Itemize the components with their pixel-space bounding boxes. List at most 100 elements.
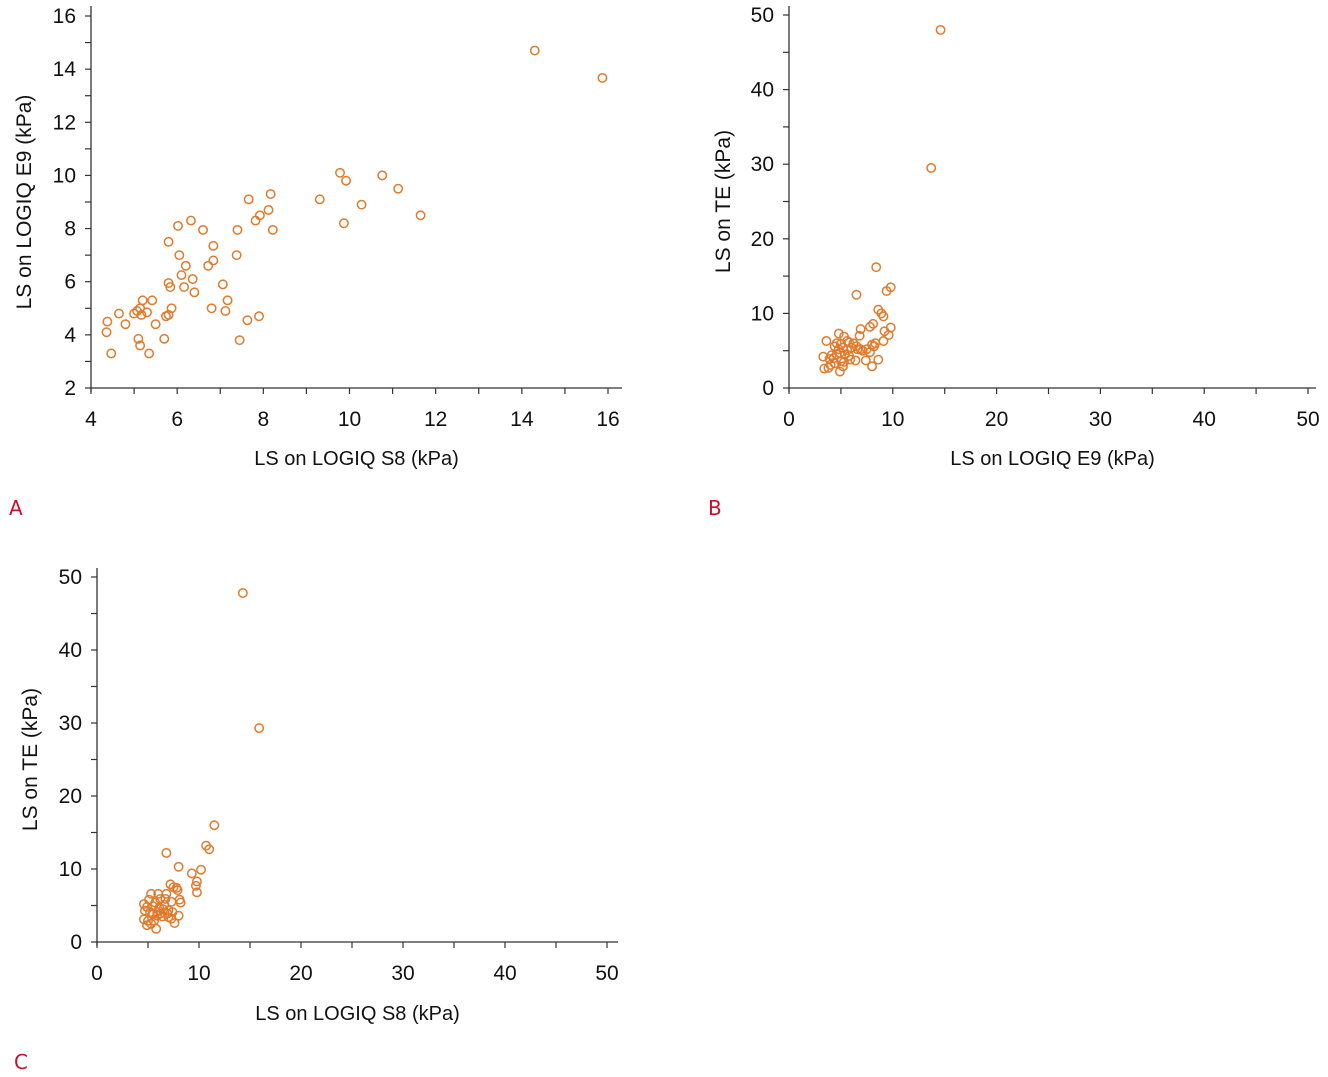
data-point: [851, 289, 862, 300]
data-point: [144, 348, 155, 359]
data-point: [254, 723, 265, 734]
y-tick-label: 40: [751, 79, 774, 102]
data-point: [254, 311, 264, 322]
data-point: [821, 336, 832, 346]
data-point: [133, 333, 144, 344]
data-point: [861, 344, 872, 355]
x-tick-label: 30: [1089, 408, 1112, 431]
data-point: [314, 194, 325, 205]
data-point: [868, 318, 879, 329]
y-tick-label: 20: [59, 785, 82, 808]
data-point: [186, 868, 197, 879]
data-point: [147, 295, 158, 306]
panel-b: 0 10 20 30 40 50 0 10 20 30 40 50 LS on LOGIQ E9 (kP…: [690, 0, 1328, 480]
data-point: [138, 899, 149, 909]
data-point: [137, 295, 148, 306]
data-point: [161, 888, 172, 899]
data-point: [174, 250, 185, 261]
data-point: [243, 194, 254, 205]
data-point: [163, 309, 174, 320]
y-tick-label: 6: [64, 271, 76, 294]
data-point: [172, 885, 183, 896]
y-tick-label: 50: [751, 4, 774, 27]
y-axis-label: LS on LOGIQ E9 (kPa): [13, 95, 36, 310]
y-tick-label: 10: [751, 302, 774, 325]
x-tick-label: 14: [510, 408, 534, 431]
data-point: [192, 876, 202, 887]
x-tick-label: 0: [783, 408, 795, 431]
data-point: [143, 915, 153, 926]
x-tick-label: 8: [257, 408, 269, 431]
x-tick-label: 50: [1296, 408, 1319, 431]
data-point: [187, 274, 198, 285]
data-point: [146, 888, 157, 899]
data-point: [180, 260, 191, 271]
data-point: [208, 255, 219, 266]
data-point: [881, 286, 892, 296]
data-point: [819, 363, 830, 374]
data-point: [102, 316, 113, 327]
x-tick-label: 10: [881, 408, 904, 431]
data-point: [529, 45, 540, 56]
data-point: [169, 918, 180, 928]
y-tick-label: 0: [70, 931, 82, 954]
data-point: [220, 305, 231, 316]
data-point: [165, 282, 176, 292]
data-point: [854, 330, 865, 341]
data-point: [871, 262, 882, 273]
x-tick-label: 10: [338, 408, 361, 431]
y-tick-label: 10: [53, 164, 76, 187]
data-point: [845, 354, 856, 365]
data-point: [232, 224, 243, 235]
data-point: [161, 847, 172, 858]
data-point: [356, 199, 367, 210]
data-point: [186, 215, 196, 226]
data-point: [878, 311, 889, 322]
data-point: [867, 361, 877, 372]
data-point: [231, 250, 242, 261]
data-point: [850, 355, 861, 366]
data-point: [206, 303, 217, 314]
data-point: [865, 321, 875, 332]
data-point: [101, 327, 112, 338]
x-tick-label: 20: [289, 962, 312, 985]
y-axis-label: LS on TE (kPa): [712, 130, 735, 273]
data-point: [926, 162, 937, 173]
data-point: [129, 308, 140, 319]
data-point: [173, 861, 184, 872]
data-point: [935, 24, 946, 35]
data-point: [159, 333, 170, 344]
x-tick-label: 10: [187, 962, 210, 985]
data-point: [234, 335, 245, 346]
y-tick-label: 14: [53, 58, 77, 81]
data-point: [335, 167, 345, 178]
data-point: [834, 366, 845, 377]
data-point: [135, 340, 146, 351]
data-point: [120, 319, 131, 330]
data-point: [132, 305, 143, 316]
y-axis-label: LS on TE (kPa): [19, 688, 42, 831]
x-tick-label: 40: [1193, 408, 1216, 431]
data-point: [860, 355, 871, 366]
x-tick-label: 16: [596, 408, 619, 431]
data-point: [217, 279, 228, 290]
data-point: [196, 864, 206, 875]
data-point: [162, 908, 173, 919]
scatter-chart-b: 0 10 20 30 40 50 0 10 20 30 40 50 LS on LOGIQ E9 (kP…: [712, 4, 1320, 470]
data-point: [176, 270, 187, 281]
data-point: [851, 341, 862, 352]
data-point: [250, 215, 261, 226]
data-point: [190, 880, 201, 891]
data-point: [222, 295, 233, 306]
x-axis-label: LS on LOGIQ E9 (kPa): [950, 448, 1155, 470]
data-point: [192, 887, 202, 898]
data-point: [150, 319, 161, 330]
data-point: [878, 336, 889, 346]
data-point: [818, 351, 829, 362]
y-tick-label: 10: [59, 858, 82, 881]
x-tick-label: 12: [424, 408, 447, 431]
data-point: [263, 205, 274, 215]
panel-label-c: C: [14, 1050, 28, 1074]
y-tick-label: 12: [53, 111, 76, 134]
data-point: [393, 183, 404, 194]
